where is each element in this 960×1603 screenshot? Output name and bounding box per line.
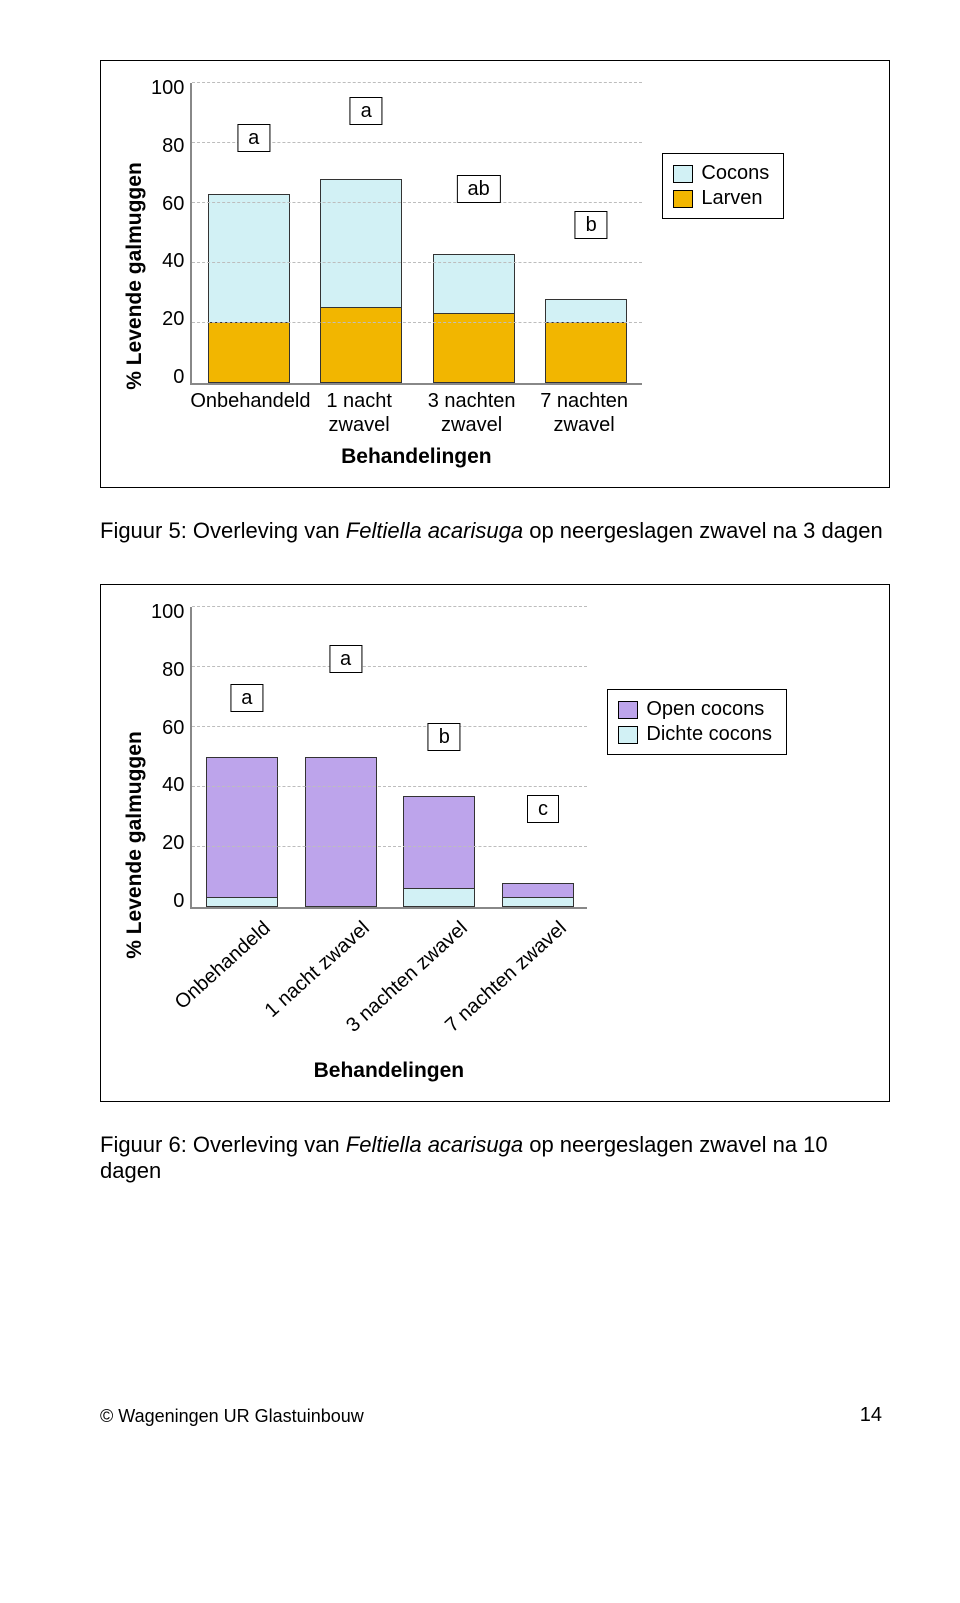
chart1-xlabel: Behandelingen bbox=[190, 445, 642, 469]
chart2-ylabel: % Levende galmuggen bbox=[119, 607, 151, 1083]
bar-group bbox=[305, 757, 377, 907]
chart2-legend: Open coconsDichte cocons bbox=[607, 689, 787, 755]
sig-label: a bbox=[350, 97, 383, 125]
sig-label: ab bbox=[457, 175, 501, 203]
sig-label: c bbox=[527, 795, 559, 823]
chart1-ylabel: % Levende galmuggen bbox=[119, 83, 151, 469]
sig-label: a bbox=[230, 684, 263, 712]
sig-label: a bbox=[329, 645, 362, 673]
bar-group bbox=[433, 254, 515, 383]
chart2-yaxis: 100806040200 bbox=[151, 601, 190, 913]
page-footer: © Wageningen UR Glastuinbouw 14 bbox=[100, 1404, 890, 1447]
bar-group bbox=[502, 883, 574, 907]
legend-item: Dichte cocons bbox=[618, 723, 772, 746]
sig-label: b bbox=[575, 211, 608, 239]
footer-page-number: 14 bbox=[860, 1404, 882, 1427]
chart1-container: % Levende galmuggen 100806040200 a a ab b O… bbox=[100, 60, 890, 488]
bar-group bbox=[206, 757, 278, 907]
legend-item: Cocons bbox=[673, 162, 769, 185]
chart2-container: % Levende galmuggen 100806040200 a a b c On… bbox=[100, 584, 890, 1102]
sig-label: b bbox=[428, 723, 461, 751]
chart1-xaxis: Onbehandeld1 nachtzwavel3 nachtenzwavel7… bbox=[190, 389, 640, 437]
chart1-legend: CoconsLarven bbox=[662, 153, 784, 219]
bar-group bbox=[403, 796, 475, 907]
sig-label: a bbox=[237, 124, 270, 152]
chart2-xaxis: Onbehandeld1 nacht zwavel3 nachten zwave… bbox=[190, 909, 585, 1069]
chart2-plot: a a b c bbox=[190, 607, 587, 909]
caption-figure5: Figuur 5: Overleving van Feltiella acari… bbox=[100, 518, 890, 544]
caption-figure6: Figuur 6: Overleving van Feltiella acari… bbox=[100, 1132, 890, 1184]
bar-group bbox=[208, 194, 290, 383]
bar-group bbox=[320, 179, 402, 383]
chart1-plot: a a ab b bbox=[190, 83, 642, 385]
chart1-yaxis: 100806040200 bbox=[151, 77, 190, 389]
legend-item: Larven bbox=[673, 187, 769, 210]
bar-group bbox=[545, 299, 627, 383]
legend-item: Open cocons bbox=[618, 698, 772, 721]
footer-copyright: © Wageningen UR Glastuinbouw bbox=[100, 1406, 364, 1427]
